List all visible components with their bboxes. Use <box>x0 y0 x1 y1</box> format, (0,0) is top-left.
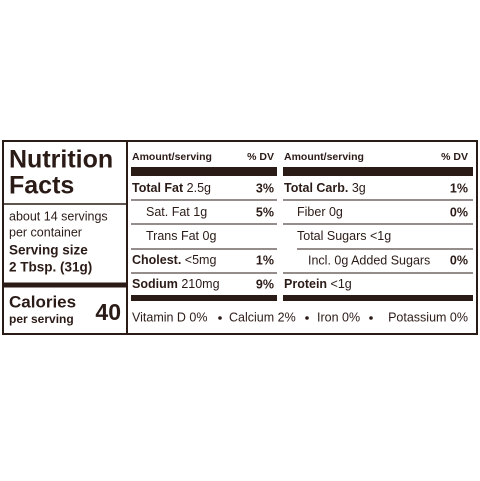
row-name: Fiber <box>297 205 325 219</box>
calories-sub: per serving <box>9 312 74 326</box>
header-amount: Amount/serving <box>284 151 364 163</box>
row: Fiber 0g <box>297 205 343 219</box>
footer-item: Vitamin D 0% <box>132 310 208 324</box>
row-dv: 0% <box>450 253 468 267</box>
label-border <box>2 140 478 335</box>
footer-item: Calcium 2% <box>229 310 296 324</box>
row-amount: <5mg <box>185 253 217 267</box>
row: Protein <1g <box>284 277 352 291</box>
row: Trans Fat 0g <box>146 229 216 243</box>
footer-item: Potassium 0% <box>388 310 468 324</box>
row-amount: 3g <box>352 181 366 195</box>
row: Sodium 210mg <box>132 277 220 291</box>
row-name: Protein <box>284 277 327 291</box>
separator <box>305 316 309 320</box>
thick-rule <box>131 295 277 301</box>
thick-rule <box>131 167 277 176</box>
row-dv: 5% <box>256 205 274 219</box>
header-dv: % DV <box>247 151 274 163</box>
row: Total Carb. 3g <box>284 181 366 195</box>
serving-size: Serving size <box>9 243 88 258</box>
title: Nutrition <box>9 146 113 174</box>
row-dv: 1% <box>256 253 274 267</box>
row-name: Sodium <box>132 277 178 291</box>
row-dv: 0% <box>450 205 468 219</box>
row-amount: <1g <box>370 229 391 243</box>
calories-value: 40 <box>95 299 121 325</box>
thick-rule <box>283 295 473 301</box>
row-dv: 3% <box>256 181 274 195</box>
title: Facts <box>9 172 74 200</box>
thick-rule <box>283 167 473 176</box>
row-name: Incl. 0g Added Sugars <box>308 253 430 267</box>
row: Total Fat 2.5g <box>132 181 211 195</box>
row-amount: 0g <box>329 205 343 219</box>
header-amount: Amount/serving <box>132 151 212 163</box>
row-amount: 2.5g <box>187 181 211 195</box>
separator <box>218 316 222 320</box>
row-name: Total Fat <box>132 181 184 195</box>
row-name: Sat. Fat <box>146 205 190 219</box>
servings: about 14 servings <box>9 209 108 223</box>
row-name: Total Sugars <box>297 229 366 243</box>
row: Sat. Fat 1g <box>146 205 207 219</box>
serving-size: 2 Tbsp. (31g) <box>9 260 92 275</box>
row-amount: <1g <box>331 277 352 291</box>
row: Cholest. <5mg <box>132 253 216 267</box>
row-amount: 1g <box>193 205 207 219</box>
row: Total Sugars <1g <box>297 229 391 243</box>
separator <box>369 316 373 320</box>
servings: per container <box>9 225 82 239</box>
header-dv: % DV <box>441 151 468 163</box>
calories-label: Calories <box>9 292 76 311</box>
row-name: Trans Fat <box>146 229 200 243</box>
row-amount: 0g <box>203 229 217 243</box>
footer-item: Iron 0% <box>317 310 360 324</box>
row-name: Total Carb. <box>284 181 348 195</box>
row-amount: 210mg <box>181 277 219 291</box>
row-dv: 9% <box>256 277 274 291</box>
row-dv: 1% <box>450 181 468 195</box>
row-name: Cholest. <box>132 253 181 267</box>
